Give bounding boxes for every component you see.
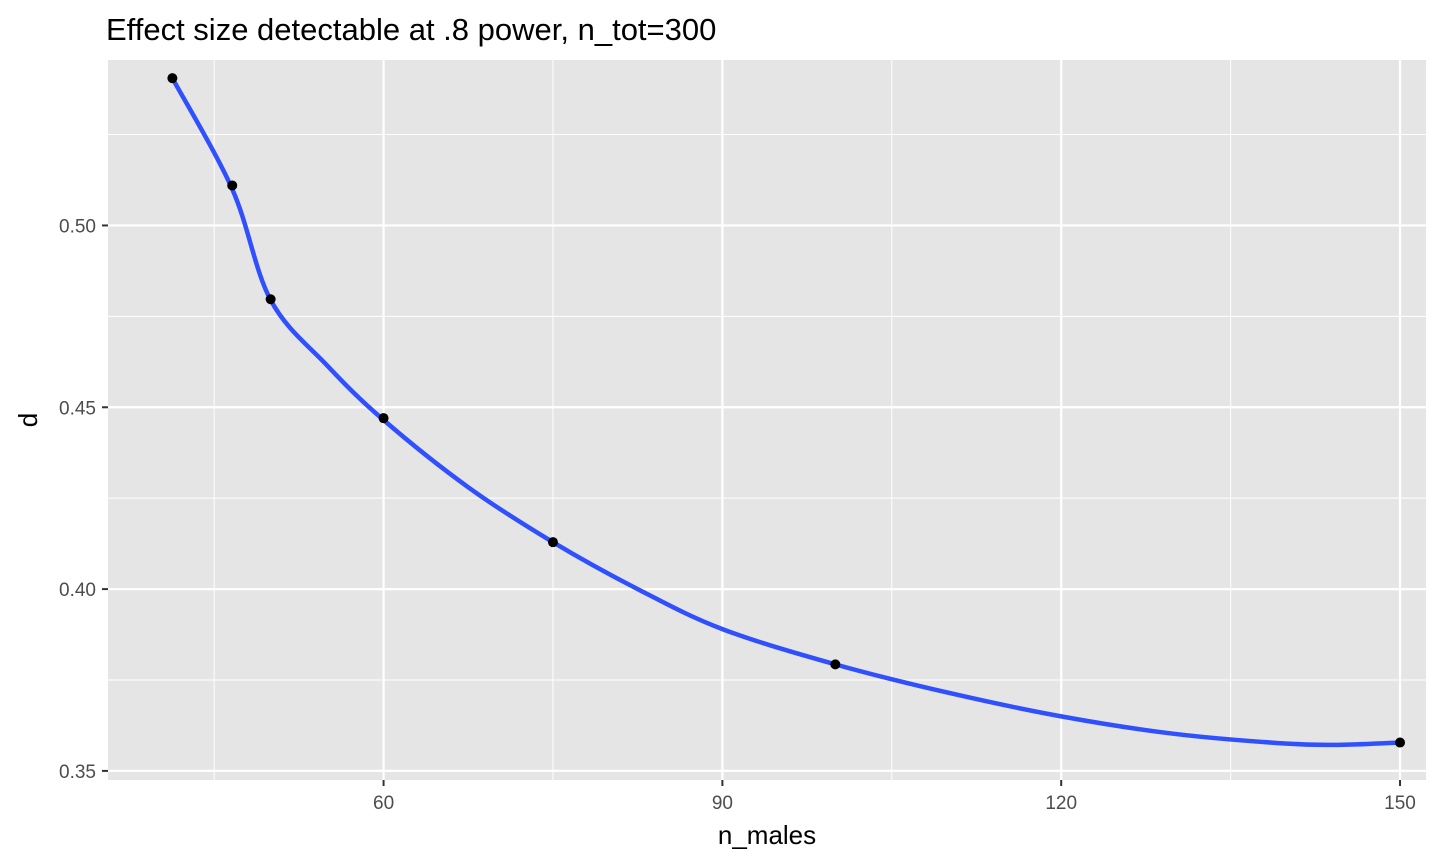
- x-tick-label: 60: [373, 793, 394, 814]
- y-tick-label: 0.35: [59, 762, 96, 783]
- smooth-line-layer: [170, 75, 1403, 748]
- data-point: [167, 73, 178, 84]
- x-axis-title: n_males: [718, 820, 816, 850]
- y-tick-label: 0.50: [59, 216, 96, 237]
- data-point: [227, 180, 238, 191]
- data-point: [1395, 737, 1406, 748]
- minor-gridlines: [108, 60, 1426, 780]
- x-tick-label: 120: [1045, 793, 1077, 814]
- major-gridlines: [108, 60, 1426, 780]
- data-point: [547, 537, 558, 548]
- smooth-line: [170, 75, 1403, 748]
- x-tick-label: 150: [1384, 793, 1416, 814]
- y-tick-label: 0.45: [59, 398, 96, 419]
- tick-labels: 60 90 120 150 0.35 0.40 0.45 0.50: [59, 216, 1416, 814]
- data-point: [378, 413, 389, 424]
- axis-ticks: [102, 224, 1402, 786]
- data-point: [265, 294, 276, 305]
- plot-panel: [108, 60, 1426, 780]
- y-tick-label: 0.40: [59, 580, 96, 601]
- chart-title: Effect size detectable at .8 power, n_to…: [106, 12, 716, 47]
- x-tick-label: 90: [712, 793, 733, 814]
- points-layer: [167, 73, 1406, 748]
- y-axis-title: d: [13, 413, 43, 427]
- data-point: [830, 659, 841, 670]
